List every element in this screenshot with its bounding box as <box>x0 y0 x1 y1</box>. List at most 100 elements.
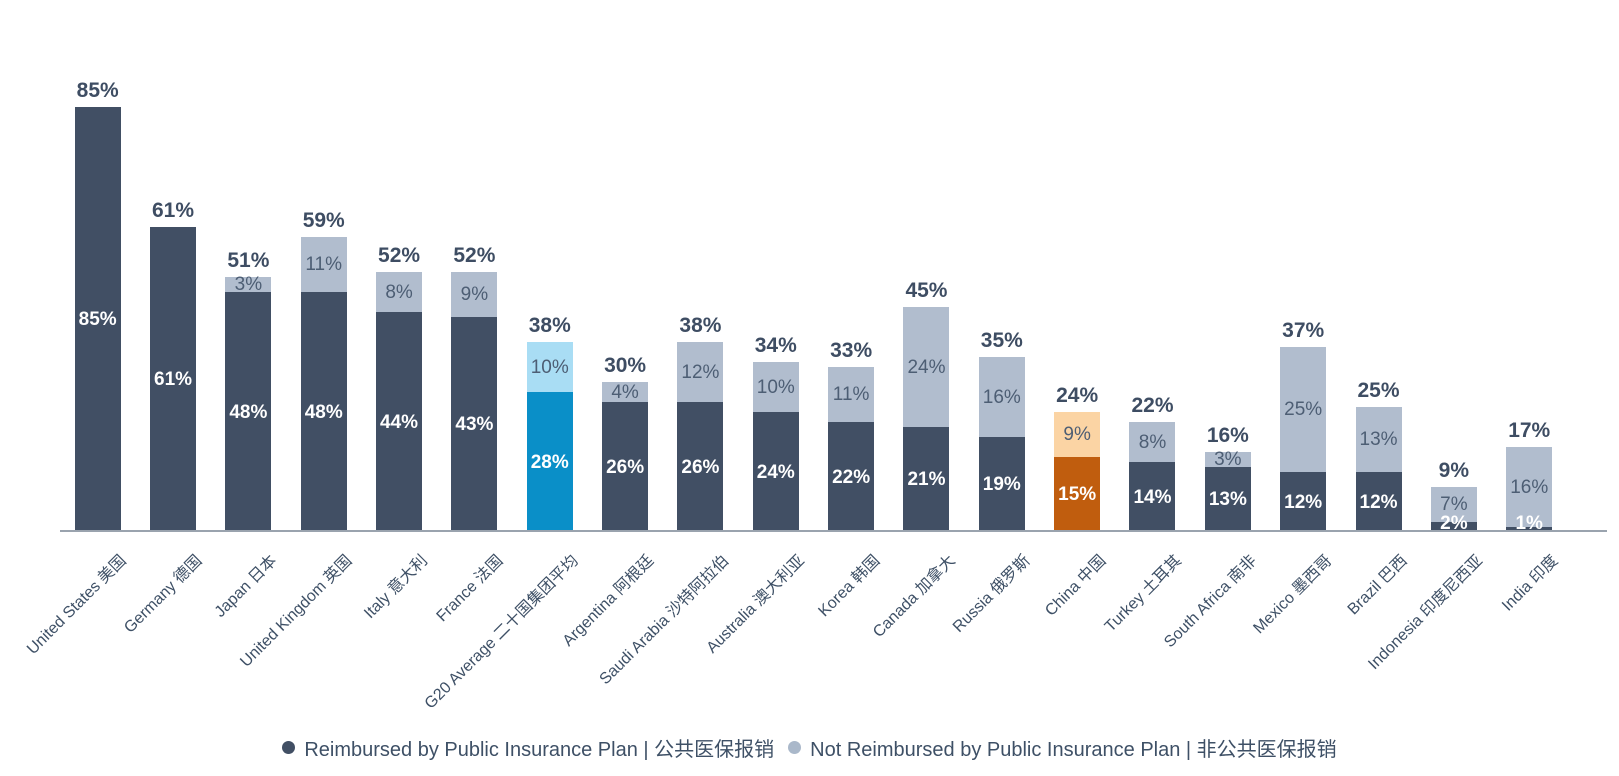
segment-value-label: 16% <box>982 386 1021 408</box>
bar-segment-reimbursed: 15% <box>1054 457 1101 532</box>
bar-column: 34% 10% 24% <box>738 0 813 532</box>
segment-value-label: 61% <box>154 369 193 390</box>
x-axis-label: China 中国 <box>1042 552 1110 620</box>
bar-segment-reimbursed: 85% <box>74 107 121 532</box>
bar-segment-not-reimbursed: 9% <box>1054 412 1101 457</box>
bar-column: 85% 85% <box>60 0 135 532</box>
x-axis-label-cell: United Kingdom 英国 <box>238 540 361 725</box>
segment-value-label: 16% <box>1510 476 1549 498</box>
segment-value-label: 9% <box>1063 424 1091 445</box>
segment-value-label: 19% <box>982 474 1021 495</box>
total-label: 33% <box>830 338 873 362</box>
total-label: 17% <box>1508 418 1551 442</box>
bar-segment-reimbursed: 26% <box>602 402 649 532</box>
segment-value-label: 44% <box>380 411 419 433</box>
bar-column: 38% 10% 28% <box>512 0 587 532</box>
legend-dot-reimbursed-icon <box>282 741 296 754</box>
bar-segment-not-reimbursed: 8% <box>376 272 423 312</box>
x-axis-label: France 法国 <box>433 552 507 626</box>
x-axis-label-cell: United States 美国 <box>24 540 135 725</box>
x-axis-label-cell: China 中国 <box>1039 540 1114 725</box>
segment-value-label: 26% <box>606 456 645 478</box>
x-axis-label-cell: Canada 加拿大 <box>870 540 964 725</box>
segment-value-label: 13% <box>1359 429 1398 450</box>
segment-value-label: 3% <box>1214 449 1242 470</box>
bar-segment-reimbursed: 22% <box>828 422 875 532</box>
segment-value-label: 15% <box>1058 484 1097 505</box>
bar-segment-reimbursed: 19% <box>978 437 1025 532</box>
bar-segment-not-reimbursed: 3% <box>1204 449 1251 470</box>
segment-value-label: 11% <box>305 254 343 275</box>
bar-segment-not-reimbursed: 16% <box>1506 447 1553 527</box>
segment-value-label: 12% <box>681 361 720 383</box>
bar-segment-reimbursed: 61% <box>150 227 197 532</box>
segment-value-label: 24% <box>756 461 795 483</box>
segment-value-label: 3% <box>234 274 263 295</box>
plot-area: 85% 85% 61% 61% 51% 3% 48% 59% 11% 48% 52% 8% 44% 52%… <box>60 0 1567 534</box>
bar-column: 30% 4% 26% <box>587 0 662 532</box>
total-label: 25% <box>1357 378 1400 402</box>
bar-column: 25% 13% 12% <box>1341 0 1416 532</box>
segment-value-label: 26% <box>681 456 720 478</box>
bar-segment-not-reimbursed: 16% <box>978 357 1025 437</box>
x-axis-label: Japan 日本 <box>212 552 281 621</box>
bar-segment-reimbursed: 48% <box>300 292 347 532</box>
bar-segment-reimbursed: 26% <box>677 402 724 532</box>
segment-value-label: 85% <box>78 309 117 330</box>
x-axis-label-cell: India 印度 <box>1492 540 1567 725</box>
bar-segment-reimbursed: 43% <box>451 317 498 532</box>
bar-segment-not-reimbursed: 10% <box>752 362 799 412</box>
x-axis-labels: United States 美国 Germany 德国 Japan 日本 United… <box>24 540 1567 725</box>
segment-value-label: 8% <box>1138 431 1167 453</box>
bar-column: 22% 8% 14% <box>1115 0 1190 532</box>
bar-segment-not-reimbursed: 10% <box>526 342 573 392</box>
segment-value-label: 11% <box>832 384 870 405</box>
bar-column: 37% 25% 12% <box>1266 0 1341 532</box>
x-axis-label: Brazil 巴西 <box>1344 552 1411 619</box>
total-label: 16% <box>1206 423 1249 447</box>
segment-value-label: 1% <box>1515 513 1543 534</box>
bar-segment-not-reimbursed: 25% <box>1280 347 1327 472</box>
total-label: 52% <box>378 243 421 267</box>
x-axis-line <box>60 530 1607 532</box>
segment-value-label: 22% <box>832 466 871 488</box>
segment-value-label: 12% <box>1284 491 1323 513</box>
bar-segment-reimbursed: 14% <box>1129 462 1176 532</box>
total-label: 34% <box>754 333 797 357</box>
bar-segment-not-reimbursed: 3% <box>225 274 272 295</box>
bar-segment-not-reimbursed: 8% <box>1129 422 1176 462</box>
total-label: 9% <box>1438 458 1470 482</box>
total-label: 51% <box>227 248 270 272</box>
bar-segment-not-reimbursed: 7% <box>1430 487 1477 522</box>
segment-value-label: 2% <box>1440 513 1468 534</box>
bar-segment-reimbursed: 21% <box>903 427 950 532</box>
segment-value-label: 21% <box>907 469 946 490</box>
bar-segment-reimbursed: 12% <box>1280 472 1327 532</box>
bar-column: 52% 8% 44% <box>361 0 436 532</box>
segment-value-label: 14% <box>1133 486 1172 508</box>
bar-segment-reimbursed: 13% <box>1204 467 1251 532</box>
segment-value-label: 43% <box>455 414 494 435</box>
x-axis-label: United States 美国 <box>24 552 130 658</box>
segment-value-label: 8% <box>385 281 413 303</box>
bar-segment-reimbursed: 24% <box>752 412 799 532</box>
legend-label-reimbursed: Reimbursed by Public Insurance Plan | 公共… <box>304 739 775 761</box>
bar-segment-not-reimbursed: 12% <box>677 342 724 402</box>
bar-column: 35% 16% 19% <box>964 0 1039 532</box>
total-label: 22% <box>1131 393 1174 417</box>
legend-item-reimbursed: Reimbursed by Public Insurance Plan | 公共… <box>282 733 774 762</box>
bar-segment-reimbursed: 1% <box>1506 514 1553 533</box>
segment-value-label: 7% <box>1440 494 1468 515</box>
total-label: 45% <box>905 278 948 302</box>
bar-column: 9% 7% 2% <box>1416 0 1491 534</box>
bar-segment-reimbursed: 44% <box>376 312 423 532</box>
bar-column: 52% 9% 43% <box>437 0 512 532</box>
segment-value-label: 12% <box>1359 491 1398 513</box>
x-axis-label: Italy 意大利 <box>361 552 432 623</box>
bar-column: 51% 3% 48% <box>211 0 286 532</box>
legend: Reimbursed by Public Insurance Plan | 公共… <box>0 733 1619 762</box>
segment-value-label: 28% <box>530 451 569 473</box>
bar-segment-not-reimbursed: 11% <box>828 367 875 422</box>
segment-value-label: 13% <box>1208 489 1247 510</box>
